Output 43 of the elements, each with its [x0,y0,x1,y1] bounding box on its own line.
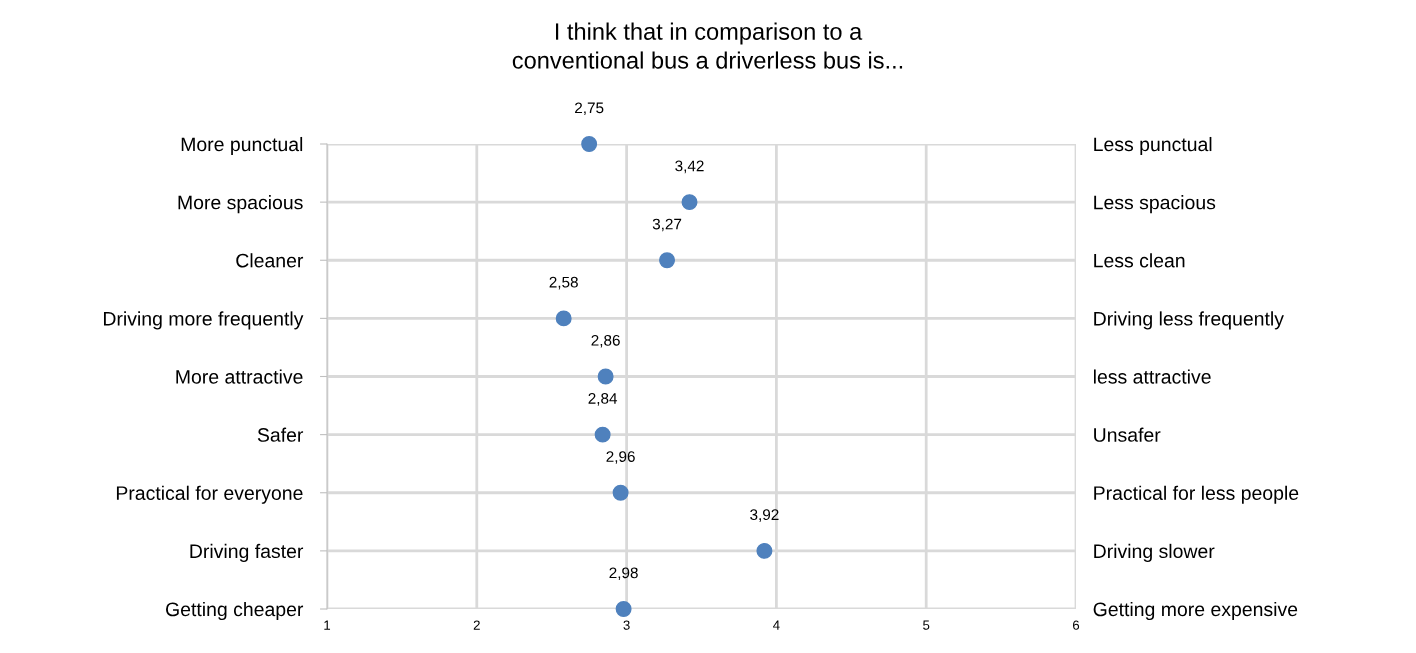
y-tick-label: Getting cheaper [166,601,304,621]
x-tick-label: 6 [1073,620,1080,630]
y-tick-label: Safer [257,427,304,442]
y-tick-label: More attractive [176,369,303,384]
point [594,426,611,443]
point [681,194,698,211]
y-tick-label: Driving more frequently [103,311,304,330]
y2-tick-label: Less spacious [1094,195,1216,214]
point [555,310,572,327]
y2-tick-label: Less punctual [1094,136,1212,156]
point [597,368,614,385]
data-label: 3,92 [750,509,779,522]
y-tick-label: Cleaner [236,253,304,268]
x-tick-label: 1 [324,620,331,630]
data-label: 2,58 [549,276,578,290]
y2-tick-label: Driving slower [1094,543,1215,562]
x-tick-label: 2 [473,620,480,630]
y2-tick-label: Getting more expensive [1093,601,1298,621]
point [659,252,676,269]
y2-tick-label: Driving less frequently [1094,311,1284,330]
data-label: 2,84 [588,393,618,406]
data-label: 3,27 [652,218,682,232]
chart-title: I think that in comparison to a conventional bus a driverless bus is... [512,22,903,69]
y-tick-label: More punctual [181,136,303,156]
data-label: 2,86 [591,334,620,348]
y2-tick-label: Unsafer [1094,427,1161,442]
point [756,542,773,559]
y2-tick-label: less attractive [1093,369,1211,384]
point [581,136,598,152]
point [615,601,632,617]
data-label: 2,96 [606,451,635,464]
data-label: 2,75 [575,102,604,116]
point [612,484,629,501]
data-label: 3,42 [675,160,704,174]
x-tick-label: 5 [923,620,930,630]
y2-tick-label: Practical for less people [1094,485,1299,504]
y-tick-label: Practical for everyone [116,485,303,504]
x-tick-label: 3 [623,620,630,630]
data-label: 2,98 [609,567,638,581]
y2-tick-label: Less clean [1094,253,1185,268]
y-tick-label: More spacious [178,195,303,214]
y-tick-label: Driving faster [190,543,304,562]
x-tick-label: 4 [773,620,780,630]
